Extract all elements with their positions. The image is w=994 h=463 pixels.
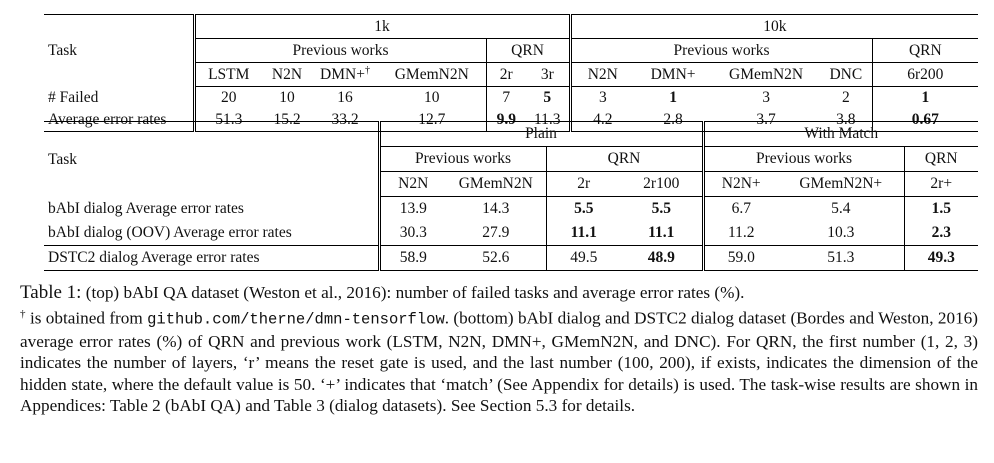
table-cell: 11.1 — [546, 221, 621, 246]
table-cell: 1 — [669, 89, 677, 107]
column-header: 2r — [486, 62, 526, 87]
table-cell: 11.2 — [703, 221, 778, 246]
column-header: 2r100 — [621, 171, 705, 197]
column-header-label: DMN+ — [320, 66, 365, 84]
table-cell: 5.5 — [621, 196, 705, 221]
column-header: 2r+ — [904, 171, 979, 197]
table-cell: 2.3 — [904, 221, 979, 246]
caption-url: github.com/therne/dmn-tensorflow — [147, 310, 445, 329]
table-cell: 5.4 — [778, 196, 905, 221]
dialog-results-table: Task Plain With Match Previous works QRN… — [44, 121, 979, 271]
column-header: GMemN2N+ — [778, 171, 905, 197]
group-header-with-match: With Match — [703, 121, 979, 147]
column-header: N2N — [570, 62, 635, 87]
babi-qa-results-table: Task 1k 10k Previous works QRN Previous … — [44, 14, 979, 132]
table-cell: 6.7 — [731, 200, 751, 218]
column-header: 6r200 — [872, 62, 979, 87]
table-cell: 5.5 — [574, 200, 594, 218]
table-cell: 7 — [502, 89, 511, 107]
column-header: GMemN2N — [446, 171, 547, 197]
table-cell: 2 — [820, 86, 873, 109]
table-cell: 3 — [598, 89, 607, 107]
table-caption: Table 1: (top) bAbI QA dataset (Weston e… — [20, 282, 978, 417]
row-label: DSTC2 dialog Average error rates — [44, 245, 381, 271]
column-header-with-dagger: DMN+† — [312, 62, 378, 87]
caption-dagger: † — [20, 307, 26, 320]
subgroup-previous-works-1k: Previous works — [194, 38, 487, 63]
table-row: DSTC2 dialog Average error rates 58.9 52… — [44, 245, 978, 271]
table-cell: 16 — [337, 89, 353, 107]
group-header-1k: 1k — [194, 14, 572, 39]
column-header: 2r — [546, 171, 621, 197]
table-cell: 58.9 — [399, 249, 427, 267]
column-header: LSTM — [194, 62, 262, 87]
table-cell: 59.0 — [727, 249, 755, 267]
group-header-10k: 10k — [570, 14, 979, 39]
table-cell: 51.3 — [778, 245, 905, 271]
table-cell: 11.1 — [621, 221, 705, 246]
table-cell: 5 — [526, 86, 572, 109]
column-header: GMemN2N — [378, 62, 487, 87]
group-header-plain: Plain — [379, 121, 705, 147]
table-cell: 1 — [921, 89, 930, 107]
task-header: Task — [44, 14, 196, 87]
caption-text: is obtained from — [25, 308, 148, 328]
column-header: 3r — [526, 62, 572, 87]
table-cell: 1.5 — [931, 200, 951, 218]
table-row: bAbI dialog (OOV) Average error rates 30… — [44, 221, 979, 246]
task-header: Task — [44, 121, 381, 197]
column-header: N2N — [379, 171, 446, 197]
table-cell: 3 — [762, 89, 770, 107]
column-header: DMN+ — [634, 62, 713, 87]
table-cell: 48.9 — [621, 245, 705, 271]
caption-label: Table 1: — [20, 282, 82, 303]
column-header: N2N — [262, 62, 312, 87]
table-cell: 14.3 — [446, 196, 547, 221]
row-label: bAbI dialog (OOV) Average error rates — [44, 221, 381, 246]
subgroup-qrn-plain: QRN — [546, 146, 705, 172]
table-cell: 27.9 — [446, 221, 547, 246]
caption-text: (top) bAbI QA dataset (Weston et al., 20… — [81, 283, 745, 302]
subgroup-previous-works-plain: Previous works — [379, 146, 547, 172]
table-cell: 13.9 — [399, 200, 427, 218]
table-cell: 20 — [221, 89, 237, 107]
table-row: bAbI dialog Average error rates 13.9 14.… — [44, 196, 978, 221]
subgroup-previous-works-10k: Previous works — [570, 38, 873, 63]
dagger-mark: † — [364, 65, 370, 77]
column-header: GMemN2N — [712, 62, 821, 87]
table-cell: 10 — [279, 89, 295, 107]
row-label: # Failed — [44, 86, 196, 109]
column-header: DNC — [820, 62, 873, 87]
table-cell: 10.3 — [778, 221, 905, 246]
table-cell: 52.6 — [446, 245, 547, 271]
table-cell: 49.3 — [927, 249, 955, 267]
row-label: bAbI dialog Average error rates — [44, 196, 381, 221]
subgroup-qrn-match: QRN — [904, 146, 979, 172]
table-cell: 10 — [378, 86, 487, 109]
caption-text: . (bottom) bAbI dialog and DSTC2 dialog … — [20, 308, 978, 416]
column-header: N2N+ — [703, 171, 778, 197]
table-cell: 30.3 — [379, 221, 446, 246]
subgroup-qrn-1k: QRN — [486, 38, 572, 63]
subgroup-previous-works-match: Previous works — [703, 146, 905, 172]
subgroup-qrn-10k: QRN — [872, 38, 979, 63]
table-row: # Failed 20 10 16 10 7 5 3 1 3 2 1 — [44, 86, 978, 109]
table-cell: 49.5 — [570, 249, 598, 267]
